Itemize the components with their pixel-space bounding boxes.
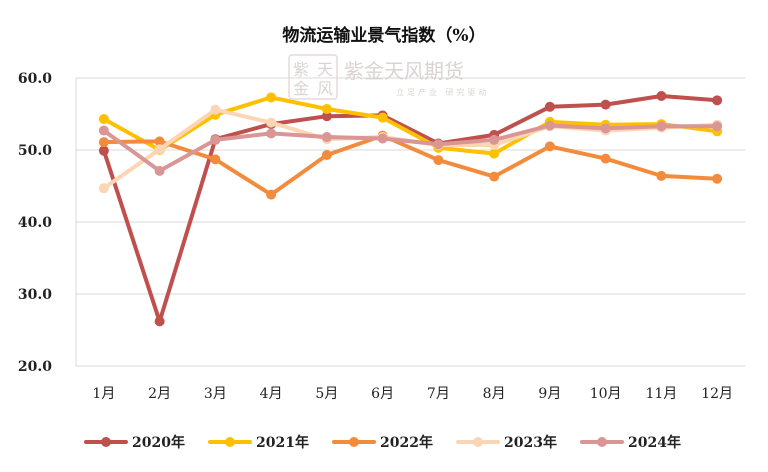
watermark-logo-char-4: 风 [317,79,333,98]
legend-item: 2020年 [84,434,185,451]
data-point [489,171,500,182]
data-point [210,134,221,145]
data-point [544,120,555,131]
legend-swatch-marker [597,437,607,447]
data-point [210,154,221,165]
data-point [544,141,555,152]
data-point [712,173,723,184]
x-tick-label: 5月 [315,386,338,402]
data-point [656,91,667,101]
data-point [154,144,165,155]
legend-swatch-marker [349,437,359,447]
data-point [600,153,611,164]
data-point [321,150,332,161]
watermark-logo-char-1: 紫 [293,60,309,79]
x-tick-label: 2月 [148,386,171,402]
grid [75,77,745,367]
y-tick-label: 60.0 [18,71,52,87]
data-point [433,155,444,166]
data-point [377,112,388,123]
data-point [154,136,165,147]
x-tick-label: 4月 [260,386,283,402]
data-point [712,95,723,106]
data-point [656,121,667,132]
legend: 2020年 2021年 2022年 2023年 2024年 [84,434,681,451]
watermark-brand: 紫金天风期货 [344,59,464,83]
watermark-slogan: 立足产业 研究驱动 [396,87,490,97]
data-point [98,183,109,194]
watermark-logo-char-2: 天 [317,60,333,79]
x-tick-label: 3月 [204,386,227,402]
legend-swatch-marker [473,437,483,447]
y-tick-label: 30.0 [18,287,52,303]
data-point [489,134,500,145]
data-point [98,125,109,136]
x-tick-label: 8月 [483,386,506,402]
x-tick-label: 6月 [371,386,394,402]
data-point [321,111,332,122]
series-line [101,94,720,324]
data-point [712,121,723,132]
legend-item: 2024年 [580,434,681,451]
legend-label: 2022年 [380,434,433,451]
series-line [101,95,720,156]
data-point [266,92,277,103]
data-point [266,189,277,200]
y-tick-label: 50.0 [18,143,52,159]
series-2 [98,92,723,159]
y-axis-ticks: 20.0 30.0 40.0 50.0 60.0 [18,71,52,375]
x-axis-ticks: 1月 2月 3月 4月 5月 6月 7月 8月 9月 10月 11月 12月 [92,386,733,402]
data-point [600,123,611,134]
legend-label: 2021年 [256,434,309,451]
data-point [266,117,277,128]
y-tick-label: 20.0 [18,359,52,375]
legend-label: 2024年 [628,434,681,451]
legend-item: 2021年 [208,434,309,451]
data-point [210,104,221,115]
watermark: 紫 天 金 风 紫金天风期货 立足产业 研究驱动 [288,54,490,100]
chart-title: 物流运输业景气指数（%） [282,25,485,46]
legend-swatch-marker [101,437,111,447]
x-tick-label: 7月 [427,386,450,402]
data-point [321,103,332,114]
legend-label: 2020年 [132,434,185,451]
legend-label: 2023年 [504,434,557,451]
x-tick-label: 1月 [92,386,115,402]
data-point [321,132,332,143]
data-point [154,316,165,327]
data-point [266,128,277,139]
legend-item: 2023年 [456,434,557,451]
series-group [98,91,723,327]
data-point [377,133,388,144]
y-tick-label: 40.0 [18,215,52,231]
x-tick-label: 12月 [701,386,733,402]
series-line [101,133,720,197]
legend-item: 2022年 [332,434,433,451]
series-line [101,123,720,173]
watermark-logo-char-3: 金 [293,79,309,98]
data-point [154,165,165,176]
legend-swatch-marker [225,437,235,447]
data-point [600,99,611,110]
x-tick-label: 9月 [538,386,561,402]
x-tick-label: 11月 [645,386,677,402]
data-point [433,139,444,150]
x-tick-label: 10月 [590,386,622,402]
data-point [656,170,667,181]
data-point [98,145,109,156]
data-point [544,101,555,112]
data-point [98,114,109,125]
data-point [98,137,109,148]
watermark-logo [288,54,338,100]
series-5 [98,120,723,176]
data-point [489,148,500,159]
